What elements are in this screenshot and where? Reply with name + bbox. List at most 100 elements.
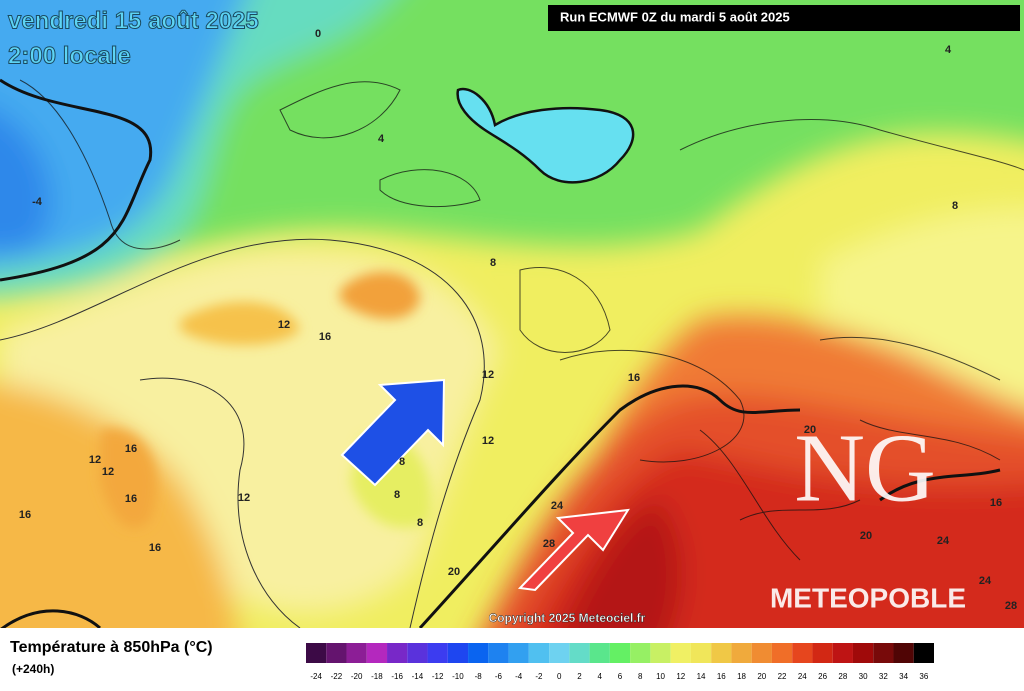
- contour-label: 8: [490, 257, 496, 269]
- scale-label: 4: [598, 672, 603, 681]
- legend-title: Température à 850hPa (°C): [10, 639, 213, 656]
- scale-label: 2: [577, 672, 582, 681]
- scale-box: [751, 643, 772, 663]
- contour-label: 12: [102, 466, 114, 478]
- scale-label: 12: [676, 672, 685, 681]
- scale-box: [893, 643, 914, 663]
- scale-box: [346, 643, 367, 663]
- contour-label: 12: [482, 435, 494, 447]
- scale-label: -12: [432, 672, 444, 681]
- contour-label: 12: [89, 454, 101, 466]
- contour-label: 8: [952, 200, 958, 212]
- scale-box: [852, 643, 874, 663]
- scale-box: [711, 643, 732, 663]
- scale-label: 28: [838, 672, 847, 681]
- scale-box: [609, 643, 631, 663]
- contour-label: 20: [448, 566, 460, 578]
- scale-label: 14: [697, 672, 706, 681]
- contour-label: 20: [804, 424, 816, 436]
- scale-box: [812, 643, 833, 663]
- contour-label: -4: [32, 196, 43, 208]
- contour-label: 24: [551, 500, 564, 512]
- contour-label: 16: [319, 331, 331, 343]
- scale-label: 6: [618, 672, 623, 681]
- scale-label: 20: [757, 672, 766, 681]
- scale-box: [306, 643, 327, 663]
- scale-label: -8: [475, 672, 483, 681]
- contour-label: 12: [482, 369, 494, 381]
- run-label: Run ECMWF 0Z du mardi 5 août 2025: [560, 9, 790, 24]
- scale-label: -18: [371, 672, 383, 681]
- scale-box: [569, 643, 590, 663]
- scale-label: -10: [452, 672, 464, 681]
- logo: NG: [794, 414, 936, 522]
- scale-label: 8: [638, 672, 643, 681]
- contour-label: 16: [628, 372, 640, 384]
- scale-box: [488, 643, 509, 663]
- time: 2:00 locale: [8, 42, 131, 69]
- contour-label: 16: [19, 509, 31, 521]
- scale-label: 30: [859, 672, 868, 681]
- scale-label: -22: [331, 672, 343, 681]
- scale-box: [771, 643, 793, 663]
- scale-box: [447, 643, 469, 663]
- scale-box: [326, 643, 347, 663]
- scale-label: 26: [818, 672, 827, 681]
- contour-label: 16: [990, 497, 1002, 509]
- scale-box: [508, 643, 529, 663]
- contour-label: 28: [1005, 600, 1017, 612]
- copyright: Copyright 2025 Meteociel.fr: [489, 611, 646, 625]
- scale-label: 36: [919, 672, 928, 681]
- scale-label: -2: [535, 672, 543, 681]
- scale-box: [528, 643, 550, 663]
- scale-label: -4: [515, 672, 523, 681]
- scale-label: 24: [798, 672, 807, 681]
- scale-box: [832, 643, 853, 663]
- scale-box: [650, 643, 671, 663]
- scale-label: -16: [391, 672, 403, 681]
- scale-label: -6: [495, 672, 503, 681]
- scale-box: [366, 643, 388, 663]
- run-banner: [548, 5, 1020, 31]
- scale-box: [387, 643, 408, 663]
- scale-label: 32: [879, 672, 888, 681]
- scale-label: -24: [310, 672, 322, 681]
- scale-label: 16: [717, 672, 726, 681]
- contour-label: 12: [238, 492, 250, 504]
- scale-box: [630, 643, 651, 663]
- contour-label: 0: [315, 28, 321, 40]
- date: vendredi 15 août 2025: [8, 7, 259, 34]
- contour-label: 16: [125, 493, 137, 505]
- scale-box: [407, 643, 428, 663]
- contour-label: 16: [149, 542, 161, 554]
- legend-lead: (+240h): [12, 662, 54, 676]
- contour-label: 24: [979, 575, 992, 587]
- scale-label: 22: [778, 672, 787, 681]
- scale-box: [549, 643, 570, 663]
- scale-label: 10: [656, 672, 665, 681]
- scale-box: [873, 643, 894, 663]
- contour-label: 12: [278, 319, 290, 331]
- contour-label: 28: [543, 538, 555, 550]
- scale-label: -20: [351, 672, 363, 681]
- scale-box: [468, 643, 489, 663]
- scale-box: [913, 643, 934, 663]
- scale-box: [792, 643, 813, 663]
- contour-label: 24: [937, 535, 950, 547]
- scale-label: 34: [899, 672, 908, 681]
- contour-label: 16: [125, 443, 137, 455]
- scale-label: -14: [412, 672, 424, 681]
- brand: METEOPOBLE: [770, 582, 966, 613]
- contour-label: 20: [860, 530, 872, 542]
- contour-label: 8: [394, 489, 400, 501]
- scale-box: [427, 643, 448, 663]
- contour-label: 4: [378, 133, 385, 145]
- scale-label: 0: [557, 672, 562, 681]
- scale-box: [670, 643, 691, 663]
- scale-box: [589, 643, 610, 663]
- contour-label: 8: [417, 517, 423, 529]
- contour-label: 8: [399, 456, 405, 468]
- contour-label: 4: [945, 44, 952, 56]
